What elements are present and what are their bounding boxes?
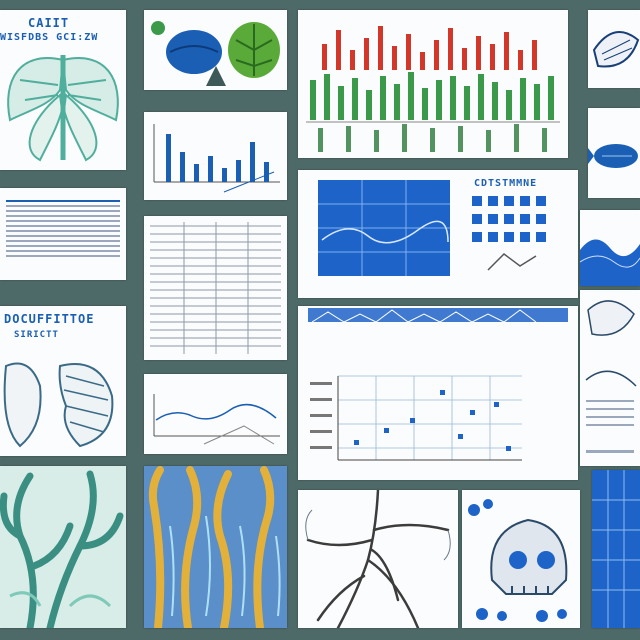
small-bar-chart-graphic bbox=[153, 124, 280, 193]
coral-icon bbox=[0, 470, 124, 628]
panel-title-sea-creatures: DOCUFFITTOE bbox=[4, 312, 95, 326]
line-chart-graphic bbox=[153, 394, 280, 445]
shell-icon bbox=[3, 362, 114, 448]
shell-icon bbox=[592, 31, 640, 68]
panel-coral bbox=[0, 466, 126, 628]
panel-dense-table bbox=[144, 216, 287, 360]
panel-tree-roots bbox=[298, 490, 458, 628]
panel-bar-field bbox=[298, 10, 568, 158]
panel-sea-creatures: DOCUFFITTOE SIRICTT bbox=[0, 306, 126, 456]
panel-subtitle-sea-creatures: SIRICTT bbox=[14, 330, 59, 340]
sketch-graphic bbox=[585, 300, 637, 453]
leaf-icon bbox=[151, 21, 280, 86]
panel-small-bar-chart bbox=[144, 112, 287, 200]
seaweed-graphic bbox=[148, 466, 281, 628]
panel-title-insect: CAIIT bbox=[28, 16, 70, 30]
panel-subtitle-insect: WISFDBS GCI:ZW bbox=[0, 32, 99, 43]
panel-blue-grid: CDTSTMMNE bbox=[298, 170, 578, 298]
panel-scatter-plot bbox=[298, 306, 578, 480]
panel-left-table bbox=[0, 188, 126, 280]
wave-graphic bbox=[580, 239, 640, 286]
panel-shell bbox=[588, 10, 640, 88]
blue-grid-graphic bbox=[318, 180, 546, 276]
bar-field-graphic bbox=[306, 26, 560, 152]
scatter-plot-graphic bbox=[308, 308, 568, 461]
panel-title-blue-grid: CDTSTMMNE bbox=[474, 178, 538, 189]
skull-icon bbox=[468, 499, 568, 622]
grid-graphic bbox=[592, 470, 640, 628]
dense-table-graphic bbox=[150, 222, 281, 354]
panel-leaves bbox=[144, 10, 287, 90]
panel-line-chart bbox=[144, 374, 287, 454]
panel-insect-illustration: CAIIT WISFDBS GCI:ZW bbox=[0, 10, 126, 170]
tree-roots-icon bbox=[305, 490, 451, 628]
table-rows bbox=[6, 200, 120, 260]
panel-blue-grid-small bbox=[592, 470, 640, 628]
panel-fish bbox=[588, 108, 640, 198]
panel-skull bbox=[462, 490, 580, 628]
panel-seaweed bbox=[144, 466, 287, 628]
panel-right-notes bbox=[580, 290, 640, 466]
panel-blue-wave bbox=[580, 210, 640, 286]
fish-icon bbox=[588, 144, 638, 168]
insect-illustration-icon bbox=[7, 55, 119, 162]
